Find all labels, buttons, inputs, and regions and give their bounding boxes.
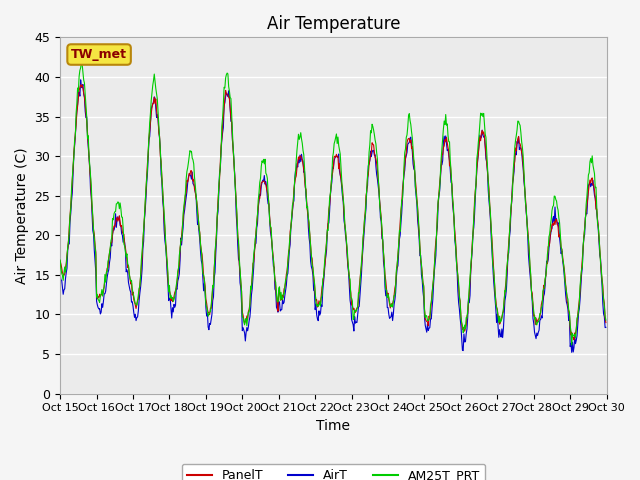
Text: TW_met: TW_met xyxy=(71,48,127,61)
Title: Air Temperature: Air Temperature xyxy=(267,15,400,33)
X-axis label: Time: Time xyxy=(316,419,350,433)
Legend: PanelT, AirT, AM25T_PRT: PanelT, AirT, AM25T_PRT xyxy=(182,464,485,480)
Y-axis label: Air Temperature (C): Air Temperature (C) xyxy=(15,147,29,284)
